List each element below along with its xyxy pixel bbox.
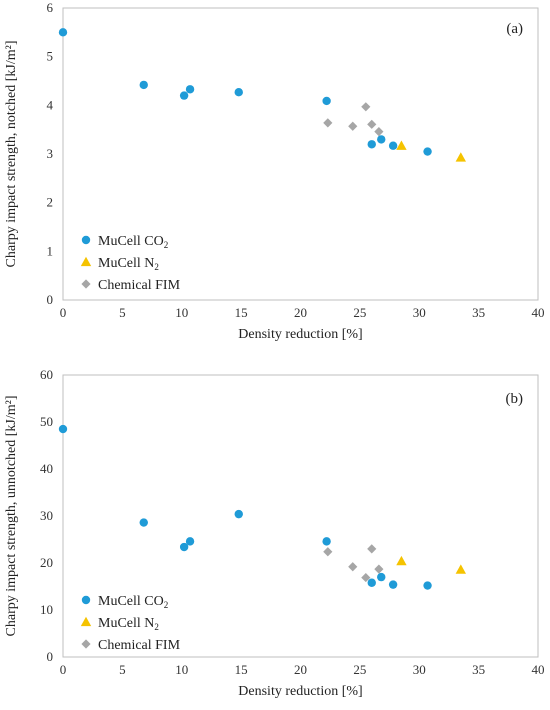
y-tick-label: 5: [47, 49, 54, 64]
data-point-n2: [455, 152, 467, 162]
data-point-co2: [234, 87, 243, 97]
x-tick-label: 20: [294, 662, 307, 677]
legend: MuCell CO2 MuCell N2 Chemical FIM: [80, 234, 181, 293]
legend-marker-chemical-fim: [81, 639, 91, 649]
data-point-co2: [367, 140, 376, 149]
data-point-co2: [179, 542, 189, 552]
y-tick-label: 3: [47, 146, 54, 161]
data-point-co2: [377, 135, 386, 144]
x-tick-label: 25: [353, 305, 366, 320]
legend-marker-n2: [80, 616, 92, 627]
data-point-n2: [396, 555, 407, 566]
x-tick-label: 10: [175, 662, 188, 677]
data-point-co2: [388, 141, 398, 150]
data-point-co2: [423, 147, 432, 156]
data-point-co2: [58, 424, 68, 434]
data-point-co2: [367, 578, 376, 587]
x-tick-label: 35: [472, 305, 485, 320]
data-point-co2: [185, 85, 195, 94]
legend-marker-chemical-fim: [81, 279, 91, 289]
x-tick-label: 5: [119, 305, 126, 320]
x-axis-title: Density reduction [%]: [238, 684, 362, 699]
x-tick-label: 40: [532, 305, 545, 320]
y-tick-label: 40: [40, 461, 53, 476]
panel-label: (a): [506, 21, 523, 37]
chart-b-svg: 0 5 10 15 20 25 30 35 40 0 10 20 30 40 50 60 Density re…: [4, 367, 545, 699]
legend-marker-co2: [81, 595, 91, 605]
x-tick-label: 20: [294, 305, 307, 320]
data-point-n2: [396, 140, 407, 150]
chart-a-svg: 0 5 10 15 20 25 30 35 40 0 1 2 3 4 5 6 Density reductio…: [4, 0, 545, 342]
legend-label-co2: MuCell CO2: [98, 234, 168, 250]
legend: MuCell CO2 MuCell N2 Chemical FIM: [80, 594, 181, 653]
data-point-co2: [423, 581, 432, 590]
data-point-n2: [455, 564, 467, 574]
y-tick-label: 20: [40, 555, 53, 570]
y-axis-title: Charpy impact strength, notched [kJ/m²]: [4, 41, 19, 268]
data-point-co2: [179, 91, 189, 100]
data-point-chemical-fim: [374, 564, 384, 574]
legend-label-n2: MuCell N2: [98, 616, 159, 632]
data-point-chemical-fim: [323, 118, 333, 128]
data-point-co2: [377, 572, 386, 582]
data-point-co2: [58, 28, 68, 37]
x-axis-title: Density reduction [%]: [238, 327, 362, 342]
data-point-co2: [139, 80, 148, 90]
y-tick-label: 50: [40, 414, 53, 429]
y-tick-label: 1: [47, 243, 54, 258]
data-point-chemical-fim: [367, 544, 377, 554]
legend-label-chemical-fim: Chemical FIM: [98, 278, 181, 293]
data-point-chemical-fim: [374, 127, 384, 137]
data-point-co2: [388, 580, 398, 589]
data-point-chemical-fim: [348, 562, 358, 572]
x-tick-label: 25: [353, 662, 366, 677]
data-point-chemical-fim: [361, 102, 371, 112]
x-tick-label: 10: [175, 305, 188, 320]
y-tick-label: 2: [47, 195, 54, 210]
plot-frame: [62, 7, 539, 301]
y-tick-label: 6: [47, 0, 54, 15]
x-tick-label: 0: [60, 305, 67, 320]
data-point-co2: [322, 96, 331, 106]
y-tick-label: 0: [47, 649, 54, 664]
x-tick-label: 0: [60, 662, 67, 677]
plot-frame: [62, 374, 539, 658]
x-tick-label: 15: [235, 662, 248, 677]
data-point-chemical-fim: [361, 572, 371, 583]
data-point-co2: [185, 537, 195, 546]
y-tick-label: 10: [40, 602, 53, 617]
y-axis-title: Charpy impact strength, unnotched [kJ/m²…: [4, 396, 19, 637]
x-tick-label: 30: [413, 662, 426, 677]
data-point-co2: [234, 509, 243, 519]
x-tick-label: 15: [235, 305, 248, 320]
data-point-co2: [139, 518, 148, 527]
legend-label-co2: MuCell CO2: [98, 594, 168, 610]
legend-marker-n2: [80, 256, 92, 267]
x-tick-label: 30: [413, 305, 426, 320]
chart-panel-b: 0 5 10 15 20 25 30 35 40 0 10 20 30 40 50 60 Density re…: [0, 355, 550, 710]
data-point-chemical-fim: [367, 119, 377, 129]
chart-panel-a: 0 5 10 15 20 25 30 35 40 0 1 2 3 4 5 6 Density reductio…: [4, 0, 545, 342]
legend-label-chemical-fim: Chemical FIM: [98, 638, 181, 653]
y-tick-label: 30: [40, 508, 53, 523]
x-tick-label: 35: [472, 662, 485, 677]
legend-marker-co2: [81, 235, 91, 245]
panel-label: (b): [506, 391, 524, 407]
y-tick-label: 4: [47, 97, 54, 112]
x-tick-label: 40: [532, 662, 545, 677]
data-point-chemical-fim: [323, 547, 333, 557]
data-point-co2: [322, 537, 331, 546]
y-tick-label: 0: [47, 292, 54, 307]
data-point-chemical-fim: [348, 121, 358, 131]
x-tick-label: 5: [119, 662, 126, 677]
y-tick-label: 60: [40, 367, 53, 382]
legend-label-n2: MuCell N2: [98, 256, 159, 272]
